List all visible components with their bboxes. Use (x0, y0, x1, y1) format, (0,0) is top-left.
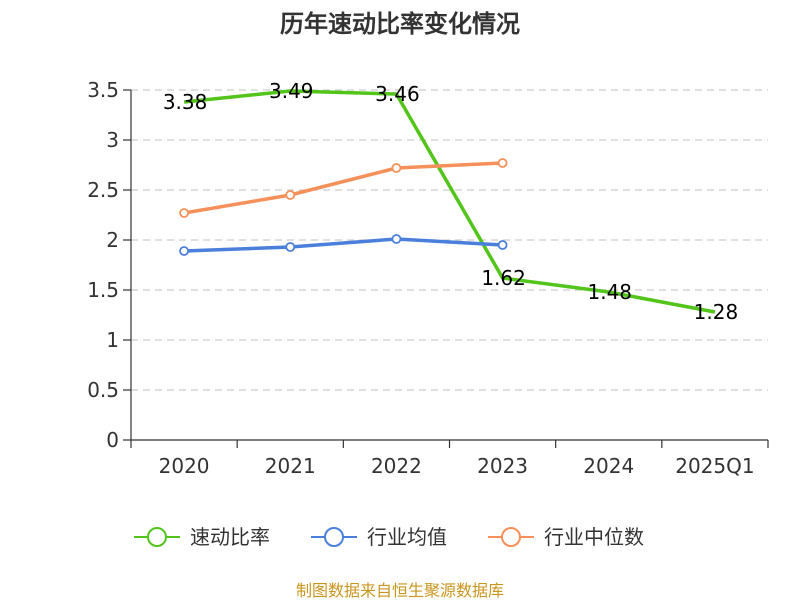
series-line-行业均值 (184, 237, 503, 253)
data-point (497, 158, 508, 168)
data-label: 1.62 (481, 266, 526, 290)
x-tick-label: 2025Q1 (675, 454, 754, 478)
data-point (285, 242, 296, 252)
x-tick-label: 2022 (371, 454, 422, 478)
data-point (497, 240, 508, 250)
source-note: 制图数据来自恒生聚源数据库 (296, 581, 504, 600)
y-tick-label: 1 (106, 328, 119, 352)
y-tick-label: 1.5 (87, 278, 119, 302)
grid (131, 89, 768, 391)
data-point (179, 208, 189, 218)
y-tick-label: 3.5 (87, 78, 119, 102)
data-label: 1.48 (587, 280, 632, 304)
legend-label: 行业均值 (367, 525, 447, 549)
x-tick-label: 2021 (265, 454, 316, 478)
chart-title: 历年速动比率变化情况 (280, 10, 520, 38)
series-line-速动比率 (183, 89, 716, 314)
data-label: 3.46 (375, 82, 420, 106)
y-tick-label: 0 (106, 428, 119, 452)
legend-marker (147, 527, 167, 547)
legend[interactable]: 速动比率 行业均值 行业中位数 (134, 525, 644, 549)
y-tick-label: 2 (106, 228, 119, 252)
data-label: 3.38 (163, 90, 208, 114)
legend-label: 行业中位数 (544, 525, 644, 549)
legend-item-速动比率[interactable]: 速动比率 (134, 525, 270, 549)
data-point (179, 246, 189, 256)
x-tick-label: 2020 (159, 454, 210, 478)
y-tick-label: 2.5 (87, 178, 119, 202)
legend-label: 速动比率 (190, 525, 270, 549)
x-tick-label: 2023 (477, 454, 528, 478)
legend-marker (501, 527, 521, 547)
data-label: 1.28 (694, 300, 739, 324)
data-labels: 3.38 3.49 3.46 1.62 1.48 1.28 (163, 79, 738, 324)
legend-item-行业均值[interactable]: 行业均值 (311, 525, 447, 549)
data-point (285, 190, 296, 200)
data-point (391, 163, 402, 173)
axes: 0 0.5 1 1.5 2 2.5 3 3.5 2020 2021 2022 2023 2024 2025… (87, 78, 769, 478)
legend-item-行业中位数[interactable]: 行业中位数 (488, 525, 644, 549)
series-layer (179, 89, 716, 314)
legend-marker (324, 527, 344, 547)
data-label: 3.49 (269, 79, 314, 103)
x-tick-label: 2024 (583, 454, 634, 478)
series-line-行业中位数 (183, 161, 503, 215)
y-tick-label: 0.5 (87, 378, 119, 402)
y-tick-label: 3 (106, 128, 119, 152)
data-point (391, 234, 402, 244)
